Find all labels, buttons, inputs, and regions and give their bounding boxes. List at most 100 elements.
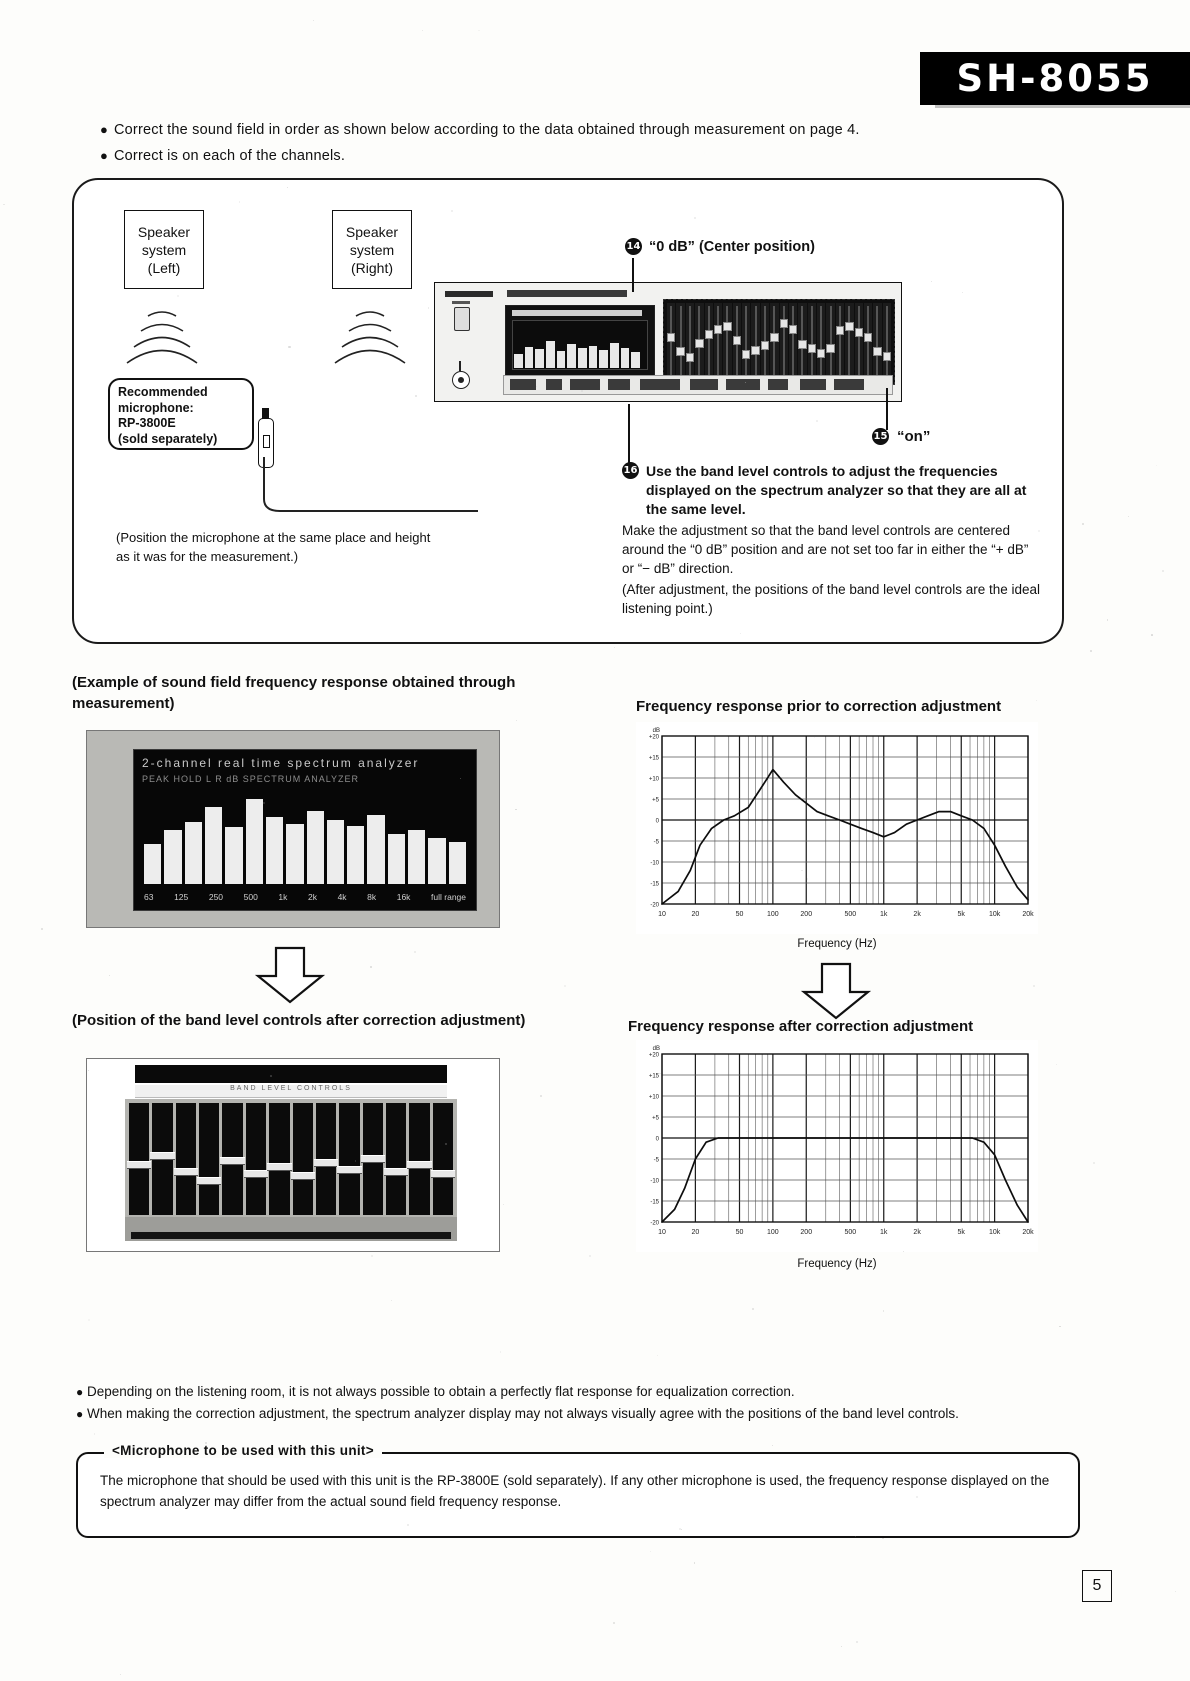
band-slider-column[interactable] xyxy=(363,1103,383,1215)
eq-band-slider-knob[interactable] xyxy=(789,325,797,334)
band-slider-column[interactable] xyxy=(129,1103,149,1215)
eq-band-slider-knob[interactable] xyxy=(723,322,731,331)
band-slider-column[interactable] xyxy=(222,1103,242,1215)
eq-bottom-controls[interactable] xyxy=(503,375,893,395)
eq-band-slider[interactable] xyxy=(676,303,684,381)
band-slider-knob[interactable] xyxy=(384,1168,408,1176)
band-slider-knob[interactable] xyxy=(337,1166,361,1174)
eq-band-slider[interactable] xyxy=(695,303,703,381)
band-slider-knob[interactable] xyxy=(127,1161,151,1169)
eq-band-slider-knob[interactable] xyxy=(873,347,881,356)
band-slider-column[interactable] xyxy=(409,1103,429,1215)
eq-screen-bar xyxy=(589,346,598,368)
eq-band-slider[interactable] xyxy=(789,303,797,381)
eq-bottom-button[interactable] xyxy=(768,379,788,390)
band-slider-column[interactable] xyxy=(176,1103,196,1215)
eq-band-slider-knob[interactable] xyxy=(883,352,891,361)
eq-band-slider[interactable] xyxy=(817,303,825,381)
eq-band-slider-knob[interactable] xyxy=(836,326,844,335)
eq-bottom-button[interactable] xyxy=(800,379,826,390)
eq-band-slider-knob[interactable] xyxy=(667,333,675,342)
eq-bottom-button[interactable] xyxy=(690,379,718,390)
scan-speckle xyxy=(659,1073,660,1074)
eq-band-slider-knob[interactable] xyxy=(780,319,788,328)
eq-band-slider-knob[interactable] xyxy=(705,330,713,339)
eq-bottom-button[interactable] xyxy=(608,379,630,390)
band-slider-column[interactable] xyxy=(386,1103,406,1215)
band-slider-column[interactable] xyxy=(339,1103,359,1215)
band-slider-knob[interactable] xyxy=(174,1168,198,1176)
band-slider-knob[interactable] xyxy=(150,1152,174,1160)
eq-band-slider[interactable] xyxy=(780,303,788,381)
eq-band-slider[interactable] xyxy=(798,303,806,381)
eq-band-slider[interactable] xyxy=(808,303,816,381)
eq-band-slider-knob[interactable] xyxy=(826,344,834,353)
eq-band-slider-knob[interactable] xyxy=(676,347,684,356)
band-slider-knob[interactable] xyxy=(314,1159,338,1167)
eq-band-slider-knob[interactable] xyxy=(761,341,769,350)
eq-band-level-sliders[interactable] xyxy=(663,299,895,385)
band-slider-column[interactable] xyxy=(269,1103,289,1215)
band-slider-column[interactable] xyxy=(246,1103,266,1215)
eq-band-slider-knob[interactable] xyxy=(798,340,806,349)
eq-band-slider-knob[interactable] xyxy=(864,333,872,342)
band-slider-knob[interactable] xyxy=(291,1172,315,1180)
eq-band-slider[interactable] xyxy=(686,303,694,381)
band-slider-column[interactable] xyxy=(152,1103,172,1215)
band-slider-knob[interactable] xyxy=(197,1177,221,1185)
band-slider-column[interactable] xyxy=(293,1103,313,1215)
eq-band-slider-knob[interactable] xyxy=(695,339,703,348)
eq-band-slider-knob[interactable] xyxy=(770,333,778,342)
eq-band-slider-knob[interactable] xyxy=(845,322,853,331)
eq-band-slider-knob[interactable] xyxy=(855,328,863,337)
eq-mic-jack[interactable] xyxy=(452,371,470,389)
eq-band-slider[interactable] xyxy=(864,303,872,381)
eq-band-slider[interactable] xyxy=(855,303,863,381)
band-slider-column[interactable] xyxy=(316,1103,336,1215)
eq-band-slider-knob[interactable] xyxy=(742,350,750,359)
band-slider-column[interactable] xyxy=(199,1103,219,1215)
eq-band-slider[interactable] xyxy=(845,303,853,381)
band-slider-knob[interactable] xyxy=(267,1163,291,1171)
eq-bottom-button[interactable] xyxy=(726,379,760,390)
eq-bottom-button[interactable] xyxy=(834,379,864,390)
band-slider-column[interactable] xyxy=(433,1103,453,1215)
band-level-controls-photo: BAND LEVEL CONTROLS xyxy=(86,1058,500,1252)
eq-band-slider-knob[interactable] xyxy=(686,353,694,362)
eq-band-slider[interactable] xyxy=(836,303,844,381)
eq-band-slider[interactable] xyxy=(873,303,881,381)
speaker-left-line1: Speaker xyxy=(138,223,190,241)
eq-band-slider-knob[interactable] xyxy=(751,346,759,355)
eq-bottom-button[interactable] xyxy=(640,379,680,390)
eq-band-slider[interactable] xyxy=(723,303,731,381)
eq-band-slider-knob[interactable] xyxy=(714,325,722,334)
band-slider-knob[interactable] xyxy=(220,1157,244,1165)
eq-band-slider[interactable] xyxy=(761,303,769,381)
band-slider-knob[interactable] xyxy=(361,1155,385,1163)
eq-band-slider[interactable] xyxy=(733,303,741,381)
band-slider-knob[interactable] xyxy=(431,1170,455,1178)
analyzer-scale-labels: 63 125 250 500 1k 2k 4k 8k 16k full range xyxy=(144,890,466,904)
eq-band-slider-knob[interactable] xyxy=(733,336,741,345)
eq-bottom-button[interactable] xyxy=(546,379,562,390)
eq-band-slider[interactable] xyxy=(742,303,750,381)
analyzer-scale-label: 500 xyxy=(244,892,258,902)
eq-band-slider[interactable] xyxy=(705,303,713,381)
eq-band-slider-knob[interactable] xyxy=(808,344,816,353)
eq-bottom-button[interactable] xyxy=(570,379,600,390)
model-banner: SH-8055 xyxy=(920,52,1190,105)
eq-screen-bar xyxy=(525,347,534,368)
eq-bottom-button[interactable] xyxy=(510,379,536,390)
band-slider-knob[interactable] xyxy=(407,1161,431,1169)
eq-band-slider[interactable] xyxy=(826,303,834,381)
band-slider-columns[interactable] xyxy=(129,1103,453,1215)
eq-band-slider[interactable] xyxy=(714,303,722,381)
eq-band-slider[interactable] xyxy=(667,303,675,381)
eq-power-button[interactable] xyxy=(454,307,470,331)
eq-band-slider-knob[interactable] xyxy=(817,349,825,358)
eq-band-slider[interactable] xyxy=(751,303,759,381)
band-slider-knob[interactable] xyxy=(244,1170,268,1178)
eq-band-slider[interactable] xyxy=(770,303,778,381)
eq-band-slider[interactable] xyxy=(883,303,891,381)
scan-speckle xyxy=(1128,516,1129,517)
